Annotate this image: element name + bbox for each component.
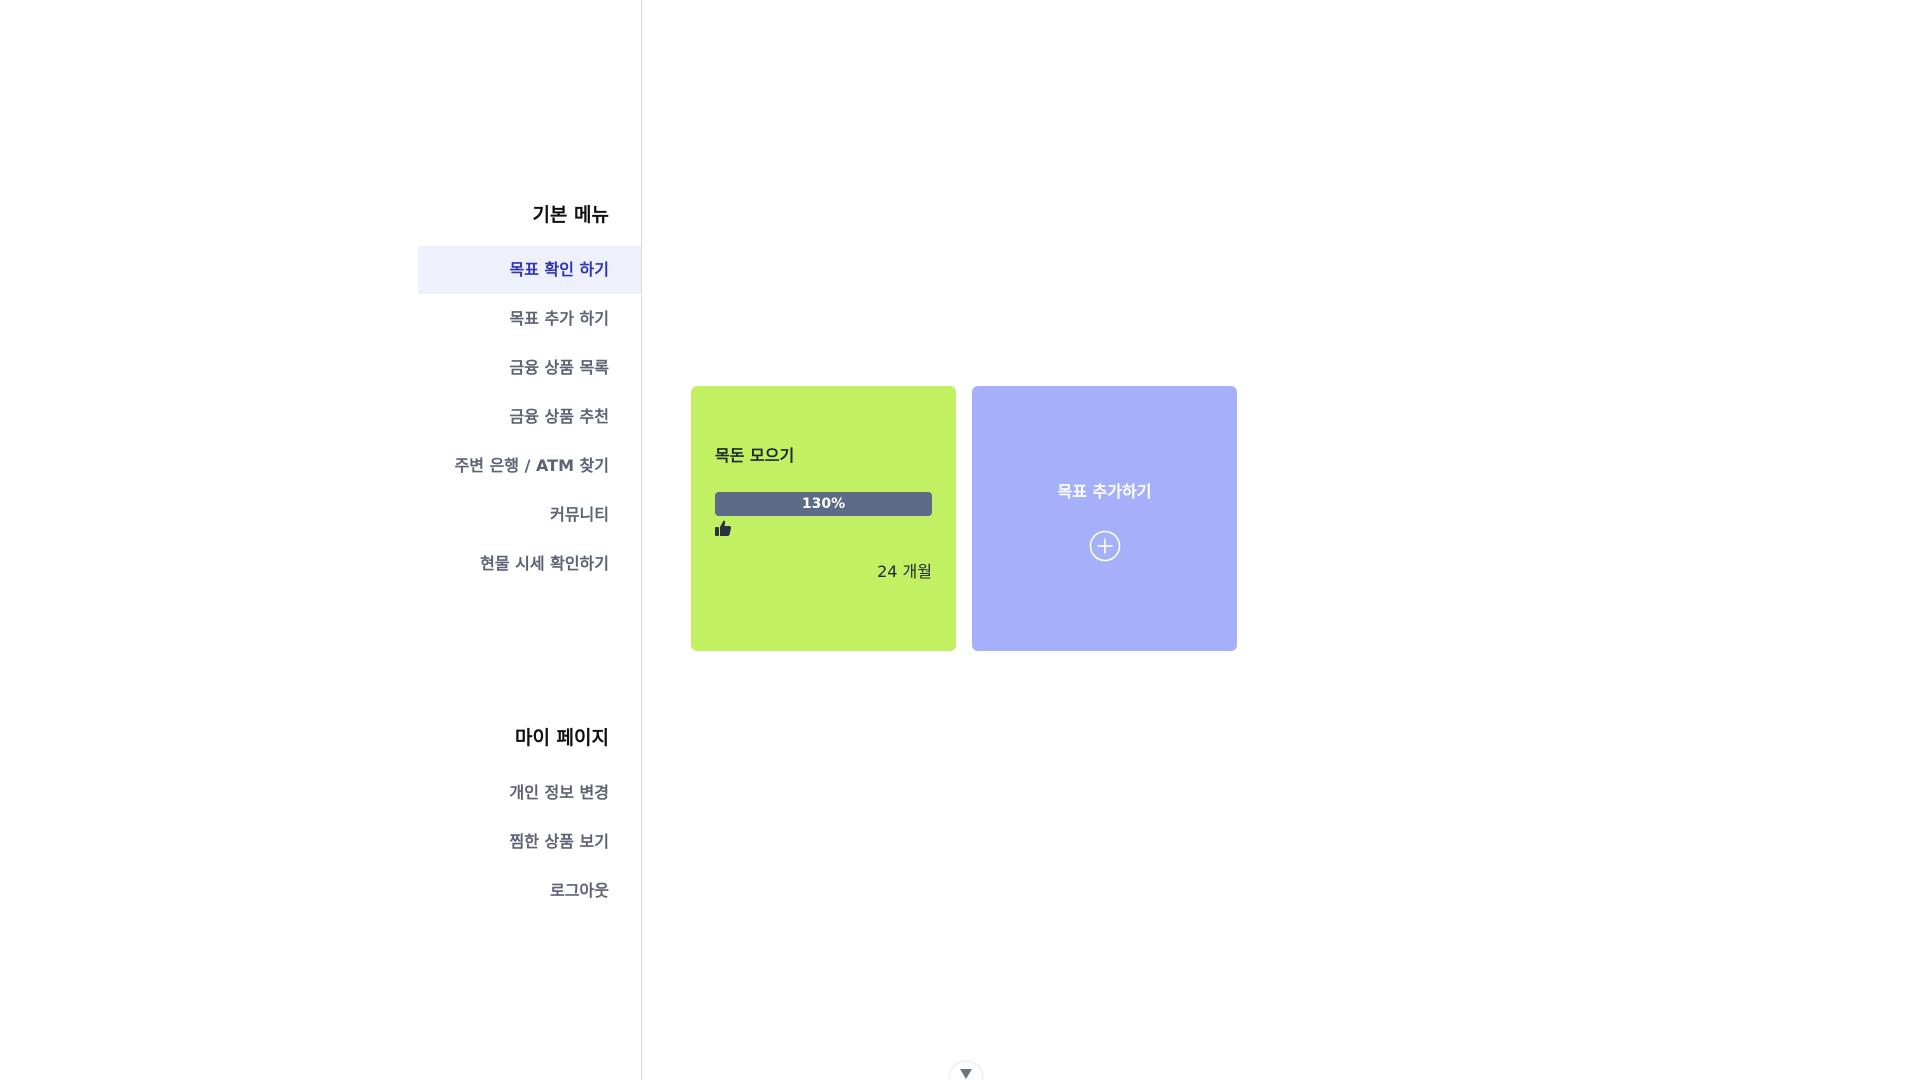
goal-progress-label: 130%	[801, 496, 846, 512]
menu-item-financial-products[interactable]: 금융 상품 목록	[509, 358, 609, 377]
menu-item-find-bank-atm[interactable]: 주변 은행 / ATM 찾기	[454, 456, 609, 475]
plus-circle-icon[interactable]	[1089, 530, 1121, 562]
my-page-heading: 마이 페이지	[514, 727, 609, 749]
add-goal-card[interactable]: 목표 추가하기	[972, 386, 1237, 651]
thumbs-up-icon	[714, 519, 732, 537]
basic-menu-heading: 기본 메뉴	[532, 204, 609, 226]
menu-item-spot-prices[interactable]: 현물 시세 확인하기	[480, 554, 609, 573]
menu-item-check-goals[interactable]: 목표 확인 하기	[418, 246, 641, 294]
sidebar: 기본 메뉴 목표 확인 하기 목표 추가 하기 금융 상품 목록 금융 상품 추…	[0, 0, 642, 1080]
add-goal-title: 목표 추가하기	[1057, 482, 1152, 501]
scroll-down-button[interactable]	[950, 1062, 982, 1080]
goal-title: 목돈 모으기	[715, 446, 795, 465]
goal-progress-fill	[715, 492, 932, 516]
chevron-down-icon	[960, 1069, 972, 1079]
goal-progress-bar: 130%	[715, 492, 932, 516]
menu-item-wishlist[interactable]: 찜한 상품 보기	[509, 832, 609, 851]
goal-duration: 24 개월	[877, 562, 932, 581]
menu-item-community[interactable]: 커뮤니티	[550, 505, 609, 524]
goal-card[interactable]: 목돈 모으기 130% 24 개월	[691, 386, 956, 651]
menu-item-product-recommendation[interactable]: 금융 상품 추천	[509, 407, 609, 426]
menu-item-edit-profile[interactable]: 개인 정보 변경	[509, 783, 609, 802]
menu-item-add-goal[interactable]: 목표 추가 하기	[509, 309, 609, 328]
menu-item-logout[interactable]: 로그아웃	[550, 881, 609, 900]
